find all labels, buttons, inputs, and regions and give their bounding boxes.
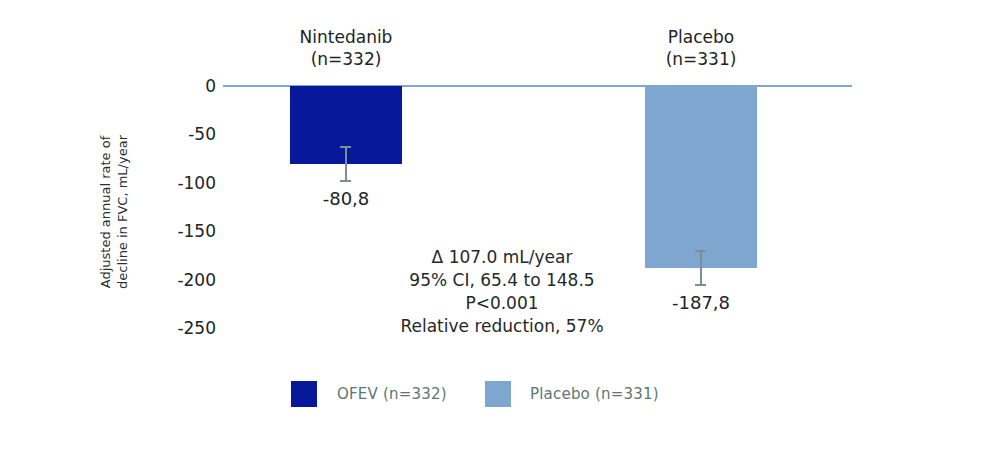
y-tick-200: -200 (120, 269, 216, 291)
annotation-delta: Δ 107.0 mL/year (290, 246, 714, 269)
group-label-nintedanib-line2: (n=332) (246, 48, 446, 70)
y-axis-title-line1: Adjusted annual rate of (97, 135, 114, 289)
y-tick-50: -50 (120, 123, 216, 145)
group-label-placebo: Placebo (n=331) (601, 26, 801, 70)
group-label-placebo-line2: (n=331) (601, 48, 801, 70)
legend-swatch-1 (485, 381, 511, 407)
statistics-annotation: Δ 107.0 mL/year 95% CI, 65.4 to 148.5 P<… (290, 246, 714, 338)
group-label-nintedanib: Nintedanib (n=332) (246, 26, 446, 70)
legend-swatch-0 (291, 381, 317, 407)
annotation-relative-reduction: Relative reduction, 57% (290, 315, 714, 338)
group-label-nintedanib-line1: Nintedanib (246, 26, 446, 48)
annotation-confidence-interval: 95% CI, 65.4 to 148.5 (290, 269, 714, 292)
y-tick-0: 0 (120, 75, 216, 97)
fvc-decline-bar-chart: Adjusted annual rate of decline in FVC, … (0, 0, 1007, 456)
y-tick-250: -250 (120, 317, 216, 339)
y-axis-title-line2: decline in FVC, mL/year (114, 135, 131, 289)
bar-1 (645, 86, 757, 268)
y-axis-title: Adjusted annual rate of decline in FVC, … (97, 135, 131, 289)
value-label-0: -80,8 (276, 188, 416, 209)
legend-label-0: OFEV (n=332) (337, 385, 447, 404)
error-bar-0 (340, 146, 351, 182)
annotation-p-value: P<0.001 (290, 292, 714, 315)
y-tick-150: -150 (120, 220, 216, 242)
group-label-placebo-line1: Placebo (601, 26, 801, 48)
y-tick-100: -100 (120, 172, 216, 194)
legend-label-1: Placebo (n=331) (530, 385, 659, 404)
